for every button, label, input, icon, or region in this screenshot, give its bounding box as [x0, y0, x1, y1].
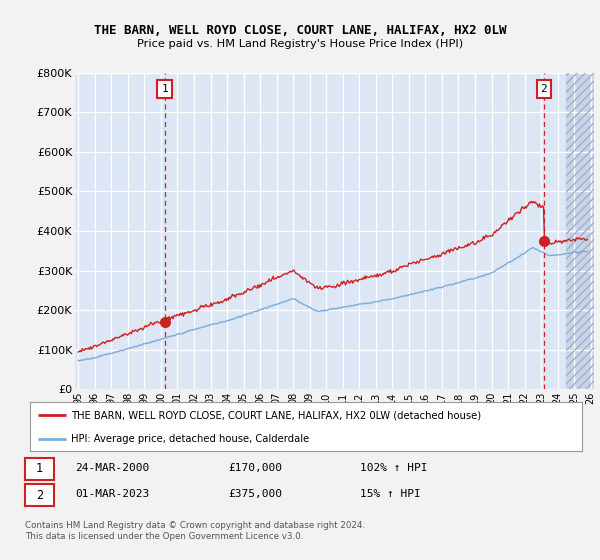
Text: 2: 2 — [36, 488, 43, 502]
Text: 2: 2 — [541, 83, 547, 94]
Text: THE BARN, WELL ROYD CLOSE, COURT LANE, HALIFAX, HX2 0LW (detached house): THE BARN, WELL ROYD CLOSE, COURT LANE, H… — [71, 410, 482, 420]
Text: This data is licensed under the Open Government Licence v3.0.: This data is licensed under the Open Gov… — [25, 532, 304, 541]
Bar — [566, 73, 600, 389]
Text: HPI: Average price, detached house, Calderdale: HPI: Average price, detached house, Cald… — [71, 433, 310, 444]
Text: Contains HM Land Registry data © Crown copyright and database right 2024.: Contains HM Land Registry data © Crown c… — [25, 521, 365, 530]
Text: 01-MAR-2023: 01-MAR-2023 — [75, 489, 149, 499]
Text: 1: 1 — [161, 83, 168, 94]
Text: THE BARN, WELL ROYD CLOSE, COURT LANE, HALIFAX, HX2 0LW: THE BARN, WELL ROYD CLOSE, COURT LANE, H… — [94, 24, 506, 38]
Text: 1: 1 — [36, 462, 43, 475]
Text: 15% ↑ HPI: 15% ↑ HPI — [360, 489, 421, 499]
Text: £170,000: £170,000 — [228, 463, 282, 473]
Text: 102% ↑ HPI: 102% ↑ HPI — [360, 463, 427, 473]
Bar — [566, 73, 600, 389]
Text: 24-MAR-2000: 24-MAR-2000 — [75, 463, 149, 473]
Text: £375,000: £375,000 — [228, 489, 282, 499]
Text: Price paid vs. HM Land Registry's House Price Index (HPI): Price paid vs. HM Land Registry's House … — [137, 39, 463, 49]
